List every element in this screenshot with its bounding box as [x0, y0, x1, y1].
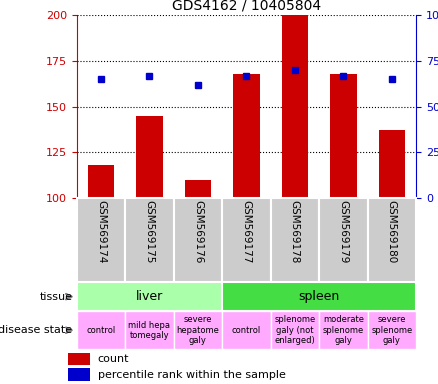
Text: percentile rank within the sample: percentile rank within the sample [98, 370, 286, 380]
FancyBboxPatch shape [77, 282, 222, 311]
FancyBboxPatch shape [77, 311, 125, 349]
Bar [68, 353, 90, 365]
Text: tissue: tissue [39, 291, 72, 302]
Text: count: count [98, 354, 129, 364]
Text: severe
splenome
galy: severe splenome galy [371, 315, 413, 345]
Text: severe
hepatome
galy: severe hepatome galy [177, 315, 219, 345]
Text: GSM569176: GSM569176 [193, 200, 203, 264]
Text: GSM569178: GSM569178 [290, 200, 300, 264]
Text: splenome
galy (not
enlarged): splenome galy (not enlarged) [274, 315, 315, 345]
FancyBboxPatch shape [271, 198, 319, 282]
FancyBboxPatch shape [173, 311, 222, 349]
Text: moderate
splenome
galy: moderate splenome galy [323, 315, 364, 345]
FancyBboxPatch shape [367, 198, 416, 282]
Bar [136, 116, 163, 198]
FancyBboxPatch shape [173, 198, 222, 282]
Bar [233, 74, 260, 198]
FancyBboxPatch shape [222, 311, 271, 349]
FancyBboxPatch shape [319, 311, 367, 349]
Text: control: control [232, 326, 261, 335]
Bar [88, 165, 114, 198]
FancyBboxPatch shape [77, 198, 125, 282]
Text: GSM569174: GSM569174 [96, 200, 106, 264]
FancyBboxPatch shape [271, 311, 319, 349]
Text: GSM569177: GSM569177 [241, 200, 251, 264]
FancyBboxPatch shape [367, 311, 416, 349]
Text: GSM569179: GSM569179 [339, 200, 348, 264]
Bar [330, 74, 357, 198]
FancyBboxPatch shape [125, 198, 173, 282]
FancyBboxPatch shape [222, 282, 416, 311]
Bar [282, 15, 308, 198]
Text: spleen: spleen [298, 290, 340, 303]
Bar [378, 130, 405, 198]
Bar [68, 369, 90, 381]
Bar [184, 180, 211, 198]
Text: GSM569175: GSM569175 [145, 200, 154, 264]
Text: liver: liver [136, 290, 163, 303]
Text: mild hepa
tomegaly: mild hepa tomegaly [128, 321, 170, 340]
FancyBboxPatch shape [319, 198, 367, 282]
Text: control: control [86, 326, 116, 335]
Text: GSM569180: GSM569180 [387, 200, 397, 263]
FancyBboxPatch shape [222, 198, 271, 282]
Title: GDS4162 / 10405804: GDS4162 / 10405804 [172, 0, 321, 13]
FancyBboxPatch shape [125, 311, 173, 349]
Text: disease state: disease state [0, 325, 72, 335]
